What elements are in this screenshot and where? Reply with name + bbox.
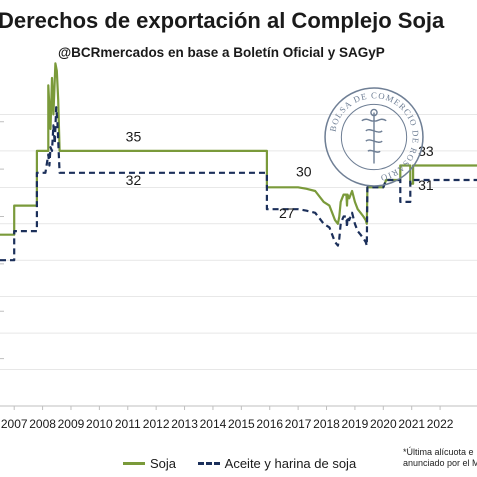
x-axis: 2007 2008 2009 2010 2011 2012 2013 2014 2015 2016…: [0, 405, 477, 431]
bolsa-comercio-rosario-seal: BOLSA DE COMERCIO DE ROSARIO: [324, 87, 424, 187]
data-label: 35: [126, 128, 142, 144]
x-tick-label: 2010: [86, 417, 113, 431]
x-tick-label: 2011: [115, 417, 141, 431]
x-tick-label: 2020: [370, 417, 397, 431]
footnote-line-2: anunciado por el M: [403, 458, 477, 468]
caduceus-icon: [361, 108, 387, 164]
x-tick-label: 2007: [1, 417, 28, 431]
data-label: 27: [279, 205, 295, 221]
x-tick-label: 2009: [58, 417, 85, 431]
x-tick-label: 2013: [171, 417, 198, 431]
legend-swatch-aceite: [197, 462, 220, 465]
x-tick-label: 2017: [285, 417, 312, 431]
footnote: *Última alícuota e anunciado por el M: [403, 447, 477, 469]
data-label: 30: [296, 163, 312, 179]
data-label: 31: [418, 177, 434, 193]
chart-title: Derechos de exportación al Complejo Soja: [0, 8, 445, 33]
x-tick-label: 2016: [256, 417, 283, 431]
series-lines: [0, 62, 477, 262]
x-tick-label: 2014: [200, 417, 227, 431]
legend-swatch-soja: [123, 462, 145, 465]
series-line-aceite-harina: [0, 106, 477, 262]
legend-item-soja: Soja: [123, 456, 176, 471]
x-tick-label: 2019: [342, 417, 369, 431]
data-label: 32: [126, 172, 142, 188]
legend-label-soja: Soja: [150, 456, 177, 471]
x-tick-label: 2021: [398, 417, 425, 431]
legend-label-aceite: Aceite y harina de soja: [224, 456, 357, 471]
legend: Soja Aceite y harina de soja: [123, 453, 374, 471]
footnote-line-1: *Última alícuota e: [403, 447, 474, 457]
x-tick-label: 2015: [228, 417, 255, 431]
x-tick-label: 2012: [143, 417, 170, 431]
chart-subtitle: @BCRmercados en base a Boletín Oficial y…: [58, 45, 385, 60]
x-tick-label: 2022: [427, 417, 454, 431]
x-tick-label: 2018: [313, 417, 340, 431]
x-tick-label: 2008: [29, 417, 56, 431]
legend-item-aceite: Aceite y harina de soja: [197, 456, 357, 471]
